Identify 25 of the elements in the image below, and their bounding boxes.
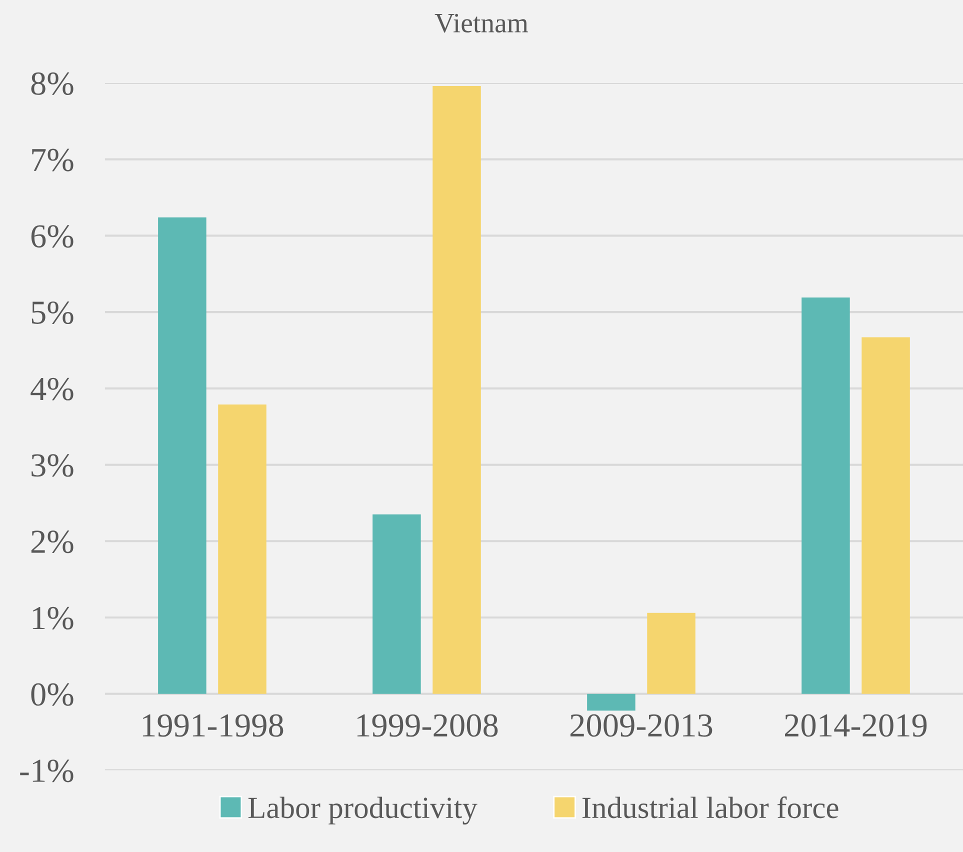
bar xyxy=(802,298,850,694)
legend-label: Industrial labor force xyxy=(582,796,838,818)
y-tick-label: 6% xyxy=(31,225,74,248)
bar xyxy=(372,514,421,694)
bar xyxy=(862,337,910,694)
y-tick-label: 4% xyxy=(30,378,74,400)
legend-label: Labor productivity xyxy=(248,796,478,824)
y-tick-label: -1% xyxy=(20,760,74,782)
y-tick-label: 3% xyxy=(32,454,74,477)
bar xyxy=(432,86,481,694)
y-tick-label: 2% xyxy=(31,530,74,554)
bar xyxy=(647,612,696,694)
bar xyxy=(587,694,636,711)
chart-title: Vietnam xyxy=(434,14,528,33)
y-tick-label: 0% xyxy=(31,683,74,706)
x-tick-label: 1991-1998 xyxy=(142,714,284,737)
x-tick-label: 2009-2013 xyxy=(570,714,712,737)
x-tick-label: 2014-2019 xyxy=(784,714,927,737)
y-tick-label: 7% xyxy=(32,148,74,172)
y-tick-label: 8% xyxy=(31,72,74,95)
y-tick-label: 5% xyxy=(32,301,74,324)
x-tick-label: 1999-2008 xyxy=(357,714,498,737)
y-tick-label: 1% xyxy=(32,606,74,630)
bar xyxy=(218,404,266,694)
bar xyxy=(158,217,206,694)
